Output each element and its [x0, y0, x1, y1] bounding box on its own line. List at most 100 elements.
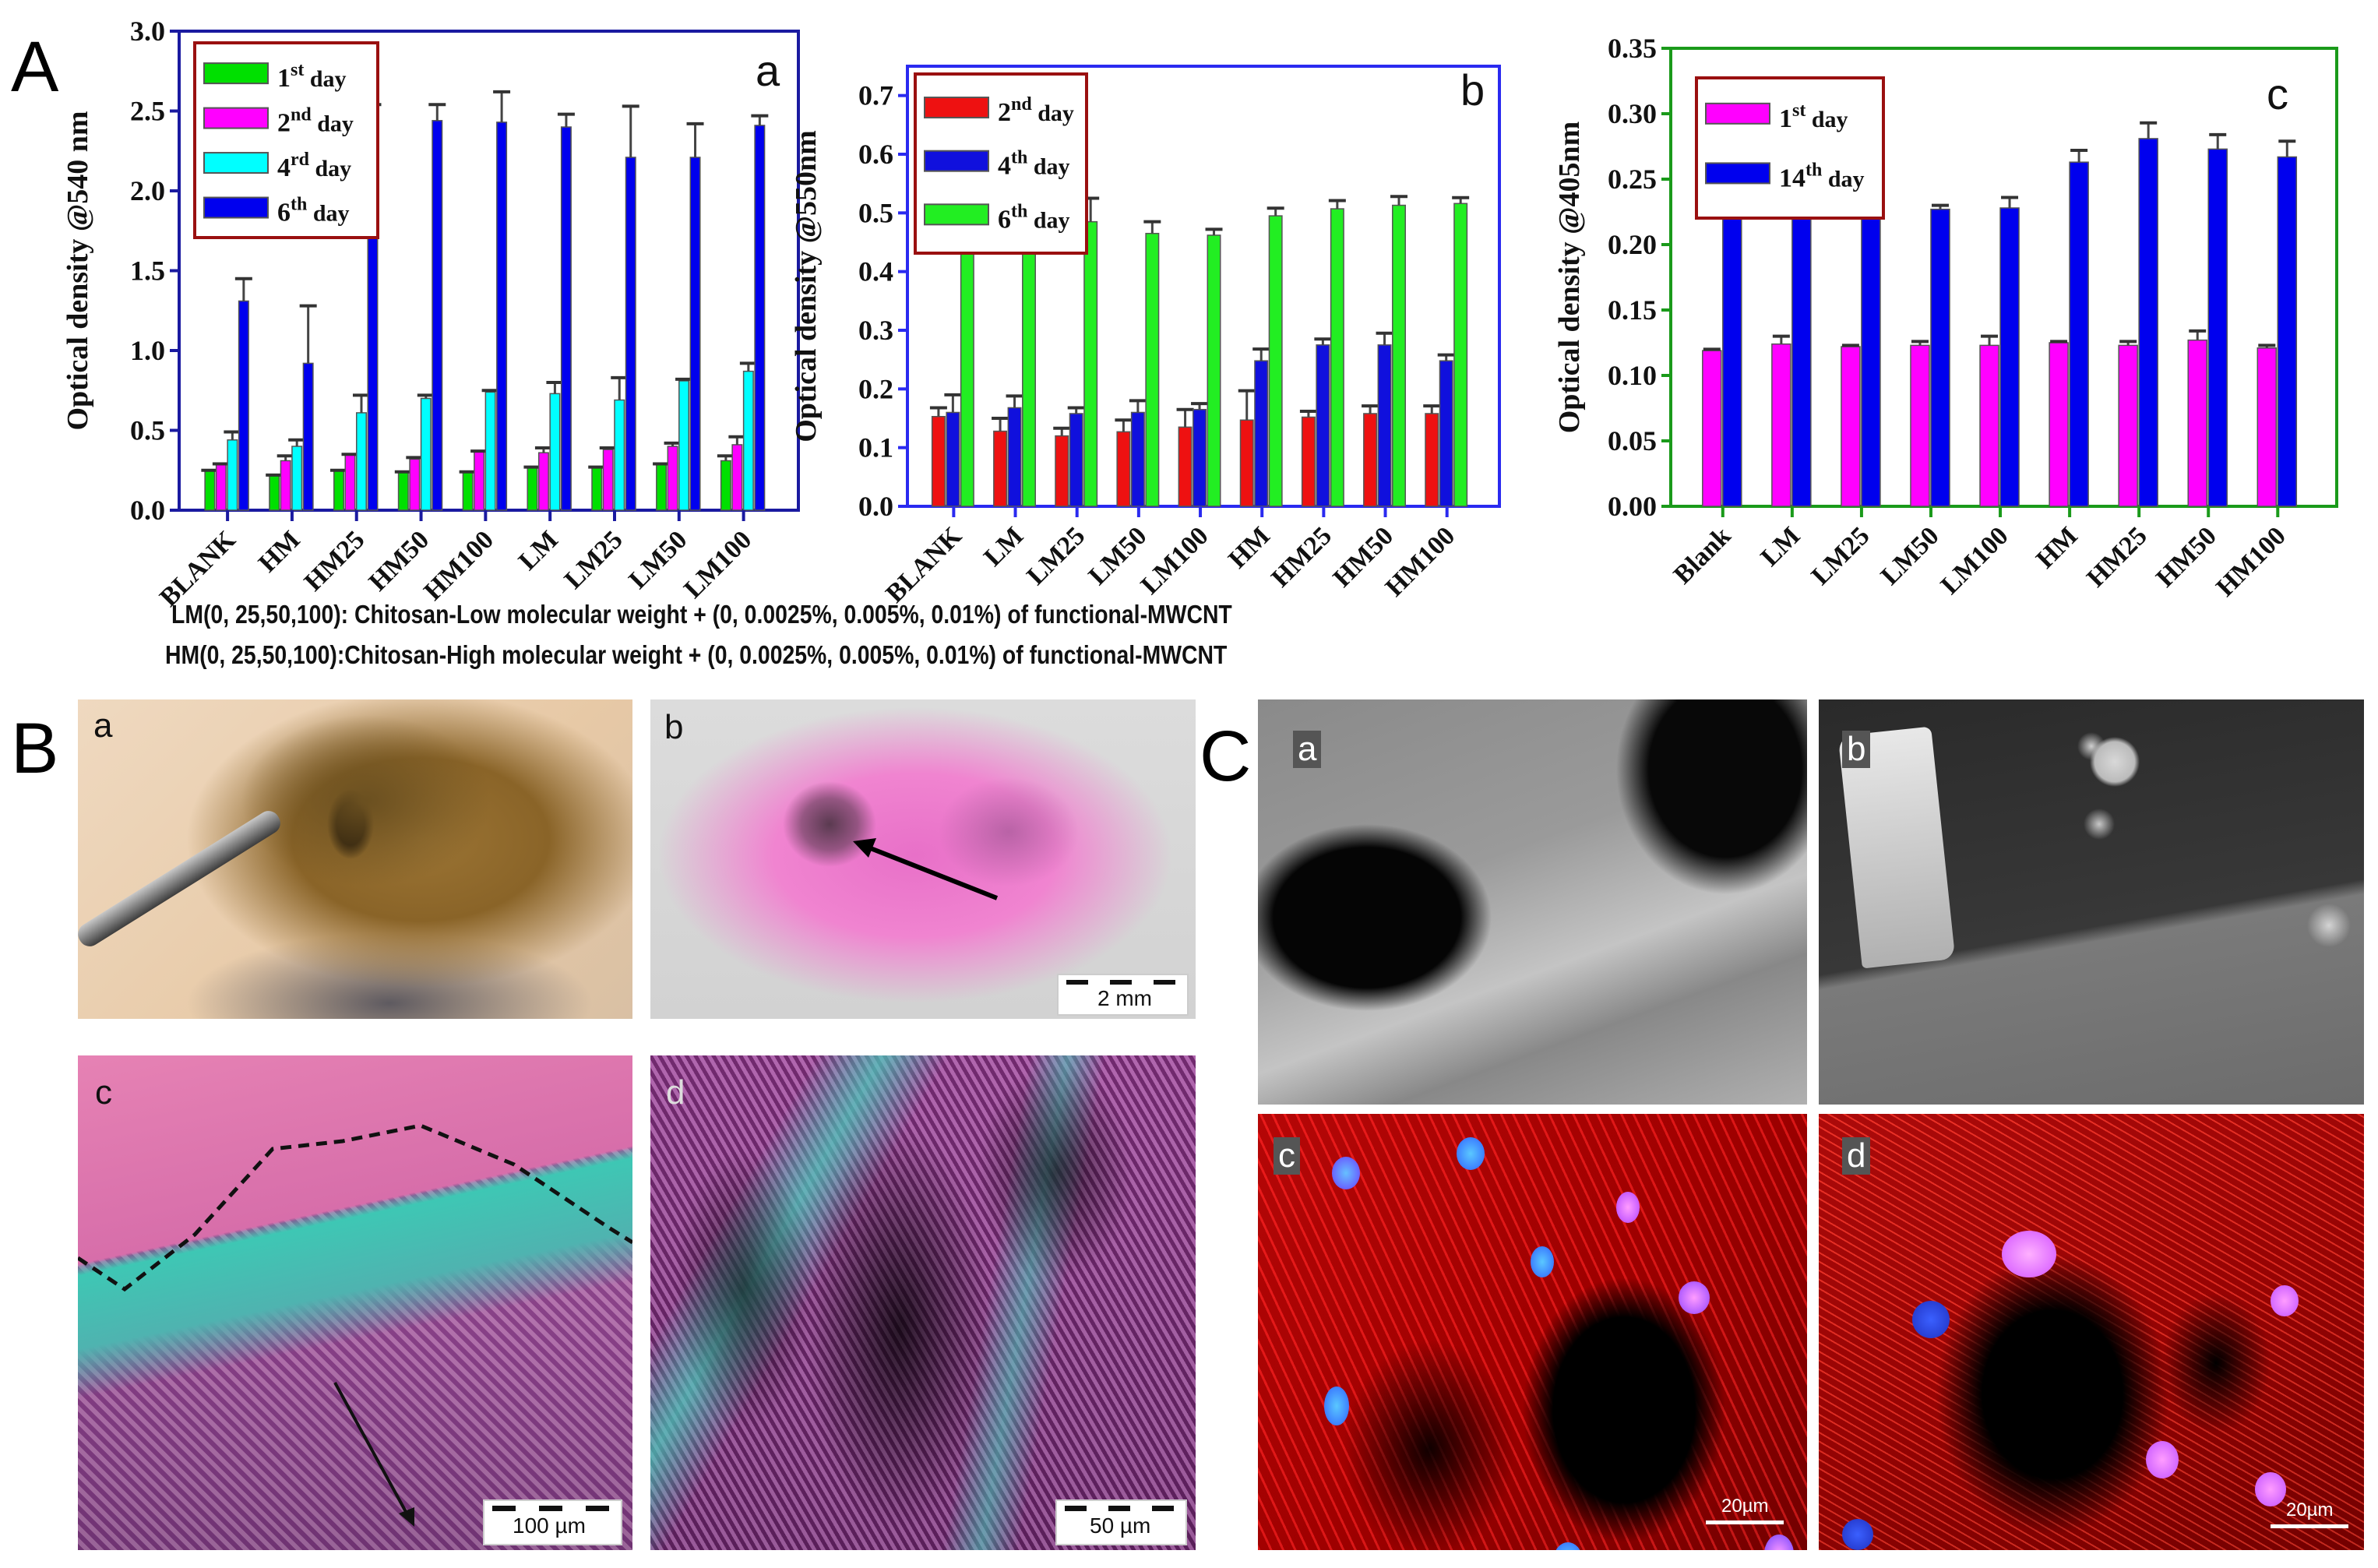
bar [1979, 344, 1999, 507]
subpanel-label-Cc: c [1274, 1137, 1300, 1175]
nucleus-marker [1457, 1137, 1485, 1170]
bar-group [653, 122, 704, 511]
legend-swatch [924, 203, 989, 226]
y-tick-label: 0.5 [858, 197, 893, 228]
y-tick-label: 0.05 [1608, 425, 1657, 456]
chart-panel-label: c [2267, 69, 2288, 118]
y-tick-label: 3.0 [130, 16, 165, 47]
y-tick-label: 0.6 [858, 139, 893, 170]
bar-group [1115, 220, 1161, 507]
bar [2207, 148, 2228, 507]
bar-group [1238, 206, 1284, 507]
x-tick-label: HM100 [2211, 521, 2292, 602]
y-tick-label: 0.10 [1608, 360, 1657, 391]
arrow-icon [853, 838, 999, 900]
chart-panel-label: a [756, 46, 780, 95]
bar-group [394, 103, 446, 511]
y-tick-label: 0.5 [130, 415, 165, 446]
bar [1702, 350, 1722, 507]
legend-label: 1st day [1779, 100, 1848, 133]
photo-mouse-implant: a [78, 699, 632, 1019]
y-tick-label: 1.5 [130, 255, 165, 287]
subpanel-label-Bc: c [95, 1073, 112, 1112]
legend-box [1695, 76, 1885, 220]
histology-trichrome-section-d: d 50 µm [650, 1055, 1196, 1550]
bar-chart-b-550nm: 0.0 0.1 0.2 0.3 0.4 0.5 0.6 0.7 Optical density … [0, 0, 2378, 705]
histology-he-section: b 2 mm [650, 699, 1196, 1019]
nucleus-marker [1912, 1301, 1950, 1338]
nucleus-marker [1531, 1246, 1554, 1277]
nucleus-marker [1679, 1281, 1710, 1314]
subpanel-label-Bd: d [666, 1073, 685, 1112]
chart-panel-label: b [1460, 65, 1485, 115]
bar-group [1771, 185, 1812, 507]
nucleus-marker [1616, 1192, 1640, 1223]
scale-bar-Bc: 100 µm [483, 1499, 622, 1545]
bar [1841, 346, 1861, 507]
fluorescence-image-c: c 20µm [1258, 1114, 1807, 1550]
bar [1791, 196, 1812, 507]
bar [2187, 339, 2207, 507]
y-tick-label: 0.35 [1608, 33, 1657, 64]
y-tick-label: 0.0 [858, 491, 893, 522]
nucleus-marker [1554, 1542, 1582, 1550]
y-axis-title: Optical density @540 nm [62, 111, 94, 430]
bar-group [1841, 186, 1881, 507]
bar-group [1423, 196, 1470, 507]
legend-swatch [924, 150, 989, 172]
nucleus-marker [1324, 1387, 1349, 1425]
histology-trichrome-section-c: c 100 µm [78, 1055, 632, 1550]
nucleus-marker [2255, 1472, 2286, 1506]
x-tick-label: HM25 [2081, 521, 2153, 593]
bar-group [2049, 149, 2089, 507]
nucleus-marker [2146, 1441, 2179, 1478]
y-tick-label: 0.4 [858, 256, 893, 287]
bar-group [459, 90, 511, 511]
panel-label-A: A [11, 27, 59, 107]
nucleus-marker [1842, 1519, 1873, 1550]
bar-group [523, 112, 575, 511]
scale-bar-Bb: 2 mm [1057, 974, 1189, 1016]
y-tick-label: 0.25 [1608, 164, 1657, 195]
bar-group [929, 217, 976, 507]
y-tick-label: 0.20 [1608, 229, 1657, 260]
bar [2118, 344, 2138, 507]
legend-label: 14th day [1779, 160, 1865, 192]
bar [2049, 342, 2069, 507]
x-tick-label: LM25 [1806, 521, 1876, 590]
bar-group [2118, 121, 2158, 507]
scale-bar-Bd: 50 µm [1055, 1499, 1187, 1545]
bar-group [717, 114, 769, 511]
bar [2277, 156, 2298, 507]
y-tick-label: 0.2 [858, 373, 893, 404]
x-tick-label: HM [2031, 521, 2084, 574]
scale-bar-label-Cc: 20µm [1721, 1496, 1769, 1517]
legend-swatch [203, 196, 269, 219]
bar-group [1053, 196, 1100, 507]
bar-group [588, 104, 639, 511]
subpanel-label-Cb: b [1842, 731, 1871, 768]
bar-group [2256, 139, 2298, 507]
y-tick-label: 0.00 [1608, 491, 1657, 522]
sem-image-a: a [1258, 699, 1807, 1105]
bar-group [1299, 199, 1346, 507]
caption-hm-definition: HM(0, 25,50,100):Chitosan-High molecular… [165, 640, 1228, 669]
bar-group [1702, 207, 1742, 507]
y-axis-title: Optical density @550nm [790, 130, 823, 442]
nucleus-marker [1764, 1535, 1794, 1550]
bar-chart-a-540nm: 0.0 0.5 1.0 1.5 2.0 2.5 3.0 Optical density @54… [0, 0, 2378, 705]
bar-group [201, 277, 252, 511]
legend-swatch [1705, 162, 1770, 185]
legend-label: 4rd day [277, 150, 351, 182]
bar-chart-c-405nm: 0.00 0.05 0.10 0.15 0.20 0.25 0.30 0.35 Optical … [0, 0, 2378, 705]
scale-bar-Cc [1706, 1520, 1784, 1524]
bar-group [2187, 132, 2228, 507]
x-tick-label: LM50 [1876, 521, 1945, 590]
legend-swatch [1705, 102, 1770, 125]
legend-label: 2nd day [998, 94, 1074, 127]
bar [1771, 343, 1791, 507]
legend-swatch [203, 62, 269, 85]
bar-group [1176, 227, 1223, 507]
fluorescence-image-d: d 20µm [1819, 1114, 2364, 1550]
scale-bar-label-Cd: 20µm [2286, 1499, 2334, 1520]
